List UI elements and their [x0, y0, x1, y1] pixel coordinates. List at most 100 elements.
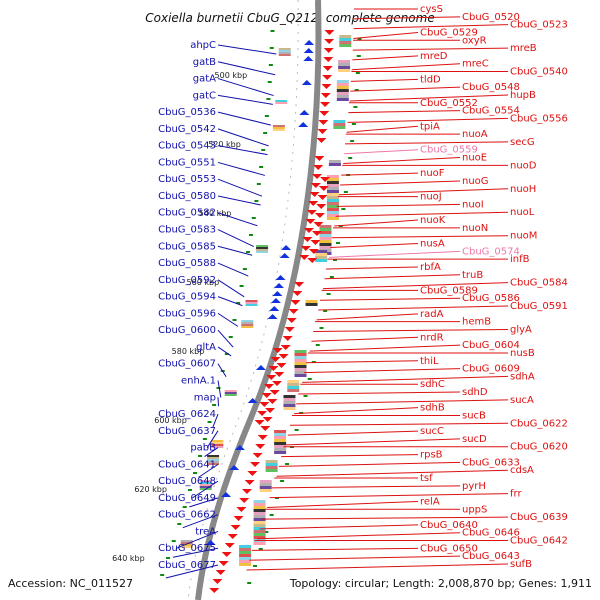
left-leader-line [189, 497, 219, 508]
left-leader-line [217, 329, 234, 348]
left-gene-label: gatC [193, 90, 216, 101]
right-gene-label: CbuG_0554 [462, 106, 520, 117]
feature-block [274, 442, 287, 445]
tick-mark [160, 574, 165, 576]
right-leader-line [311, 336, 419, 342]
tick-mark [267, 81, 272, 83]
feature-block [274, 445, 287, 448]
genome-backbone-outer [195, 0, 322, 600]
feature-block [253, 512, 266, 515]
tick-mark [329, 276, 334, 278]
gene-arrow-plus [252, 453, 263, 458]
gene-arrow-plus [267, 399, 278, 404]
left-leader-line [191, 480, 219, 499]
gene-arrow-minus [281, 245, 292, 250]
feature-block [274, 451, 287, 454]
right-gene-label: sucA [510, 395, 534, 406]
right-leader-line [278, 461, 461, 467]
right-leader-line [347, 117, 509, 123]
right-leader-line [251, 547, 419, 551]
gene-arrow-plus [302, 237, 313, 242]
left-leader-line [175, 530, 219, 549]
left-leader-line [217, 161, 266, 176]
gene-arrow-minus [267, 314, 278, 319]
right-gene-label: CbuG_0622 [510, 418, 568, 429]
gene-arrow-plus [320, 177, 331, 182]
feature-block [338, 60, 351, 63]
left-gene-label: CbuG_0677 [158, 560, 216, 571]
feature-block [274, 433, 287, 436]
gene-arrow-plus [313, 165, 324, 170]
feature-block [287, 386, 300, 389]
right-gene-label: CbuG_0556 [510, 113, 568, 124]
feature-block [180, 540, 193, 542]
left-gene-label: CbuG_0637 [158, 426, 216, 437]
feature-block [211, 442, 224, 444]
left-leader-line [217, 212, 258, 227]
tick-mark [355, 72, 360, 74]
right-leader-line [339, 188, 509, 196]
tick-mark [254, 200, 259, 202]
left-leader-line [204, 447, 219, 457]
right-leader-line [352, 55, 419, 61]
gene-arrow-plus [244, 480, 255, 485]
feature-block [256, 247, 269, 249]
feature-block [241, 326, 254, 328]
gene-arrow-plus [227, 534, 238, 539]
right-leader-line [336, 203, 461, 207]
right-leader-line [296, 399, 509, 405]
left-gene-label: enhA.1 [181, 375, 216, 386]
feature-block [319, 225, 332, 228]
left-leader-line [217, 397, 220, 407]
tick-mark [248, 234, 253, 236]
tick-mark [351, 123, 356, 125]
feature-block [180, 542, 193, 544]
tick-mark [193, 472, 198, 474]
tick-mark [315, 344, 320, 346]
left-gene-label: CbuG_0592 [158, 275, 216, 286]
left-leader-line [217, 262, 249, 277]
feature-block [287, 389, 300, 392]
feature-block [253, 533, 266, 536]
left-gene-label: CbuG_0648 [158, 476, 216, 487]
gene-arrow-plus [322, 66, 333, 71]
right-gene-label: CbuG_0642 [510, 536, 568, 547]
gene-arrow-plus [311, 231, 322, 236]
feature-block [336, 86, 349, 89]
feature-block [339, 44, 352, 47]
right-leader-line [318, 305, 509, 311]
gene-arrow-plus [221, 552, 232, 557]
scale-tick-label: 540 kbp [199, 209, 232, 218]
right-leader-line [316, 313, 419, 321]
gene-arrow-minus [270, 298, 281, 303]
feature-block [224, 390, 237, 392]
left-gene-label: CbuG_0596 [158, 308, 216, 319]
feature-block [224, 392, 237, 394]
feature-block [199, 480, 212, 482]
tick-mark [251, 217, 256, 219]
gene-arrow-plus [299, 255, 310, 260]
feature-block [326, 202, 339, 205]
tick-mark [202, 438, 207, 440]
feature-block [326, 175, 339, 178]
feature-block [326, 214, 339, 217]
tick-mark [261, 149, 266, 151]
left-leader-line [217, 178, 263, 197]
feature-block [326, 190, 339, 193]
left-gene-label: gatB [193, 57, 216, 68]
left-gene-label: CbuG_0675 [158, 543, 216, 554]
right-gene-label: hemB [462, 317, 491, 328]
feature-block [239, 554, 252, 557]
left-leader-line [217, 61, 276, 76]
right-gene-label: nuoG [462, 176, 489, 187]
feature-block [265, 466, 278, 469]
right-gene-label: tsf [420, 473, 433, 484]
left-gene-label: gatA [193, 74, 216, 85]
right-gene-label: cdsA [510, 465, 534, 476]
gene-arrow-plus [319, 111, 330, 116]
gene-arrow-plus [307, 258, 318, 263]
tick-mark [253, 565, 258, 567]
scale-tick-label: 620 kbp [134, 485, 167, 494]
feature-block [294, 353, 307, 356]
feature-block [211, 444, 224, 446]
